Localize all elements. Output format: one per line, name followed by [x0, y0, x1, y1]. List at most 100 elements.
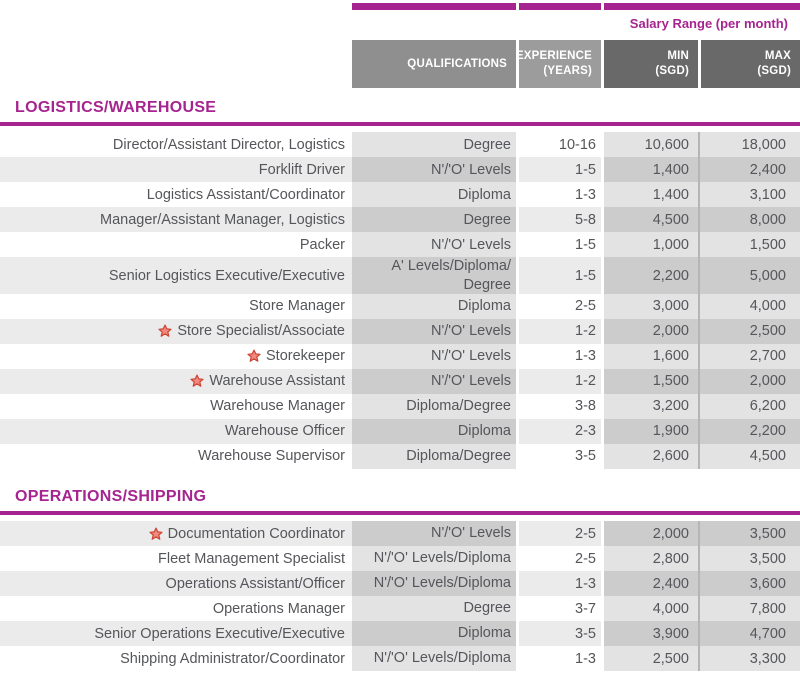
qualification-cell: Diploma/Degree — [352, 443, 516, 469]
min-salary-cell: 1,400 — [604, 182, 700, 208]
experience-cell: 1-5 — [575, 236, 596, 253]
column-gap — [601, 232, 604, 258]
table-row: Store Specialist/Associate N'/'O' Levels 1… — [0, 318, 800, 344]
job-title-cell: Logistics Assistant/Coordinator — [0, 182, 352, 207]
max-salary-cell: 2,700 — [700, 343, 800, 369]
table-row: Fleet Management Specialist N'/'O' Levels… — [0, 546, 800, 572]
table-row: Warehouse Manager Diploma/Degree 3-8 3,200 6… — [0, 393, 800, 419]
job-title-text: Senior Logistics Executive/Executive — [108, 267, 345, 284]
qualification-cell: Degree — [352, 207, 516, 233]
qualification-cell: Degree — [352, 132, 516, 158]
table-row: Logistics Assistant/Coordinator Diploma 1-… — [0, 182, 800, 208]
column-gap — [601, 571, 604, 597]
min-salary-cell: 2,500 — [604, 646, 700, 672]
max-salary-cell: 5,000 — [700, 257, 800, 294]
star-icon — [247, 349, 261, 363]
experience-cell: 3-5 — [519, 621, 601, 647]
table-body: Director/Assistant Director, Logistics De… — [0, 132, 800, 469]
experience-cell: 3-7 — [575, 600, 596, 617]
min-salary-cell: 2,600 — [604, 443, 700, 469]
max-salary-cell: 2,000 — [700, 368, 800, 394]
experience-cell: 2-3 — [519, 418, 601, 444]
min-salary-cell: 2,800 — [604, 546, 700, 572]
table-row: Senior Operations Executive/Executive Dip… — [0, 621, 800, 647]
job-title-cell: Manager/Assistant Manager, Logistics — [0, 207, 352, 233]
column-gap — [516, 393, 519, 419]
column-header-experience: EXPERIENCE (YEARS) — [516, 40, 601, 88]
job-title-text: Store Manager — [249, 298, 345, 315]
column-gap — [516, 521, 519, 547]
column-gap — [516, 293, 519, 319]
column-gap — [601, 318, 604, 344]
experience-cell: 2-5 — [575, 550, 596, 567]
column-gap — [516, 418, 519, 444]
section-title: LOGISTICS/WAREHOUSE — [15, 99, 217, 116]
max-salary-cell: 7,800 — [700, 596, 800, 622]
column-gap — [601, 132, 604, 158]
qualification-cell: N'/'O' Levels — [352, 343, 516, 369]
max-salary-cell: 3,500 — [700, 546, 800, 572]
qualification-cell: N'/'O' Levels — [352, 368, 516, 394]
max-salary-cell: 6,200 — [700, 393, 800, 419]
table-row: Storekeeper N'/'O' Levels 1-3 1,600 2,700 — [0, 343, 800, 369]
column-gap — [601, 257, 604, 294]
max-salary-cell: 4,000 — [700, 293, 800, 319]
min-salary-cell: 10,600 — [604, 132, 700, 158]
qualification-cell: N'/'O' Levels/Diploma — [352, 546, 516, 572]
job-title-cell: Shipping Administrator/Coordinator — [0, 646, 352, 671]
job-title-cell: Packer — [0, 232, 352, 257]
top-accent-bar — [352, 3, 800, 10]
qualification-cell: Diploma — [352, 621, 516, 647]
column-gap — [516, 132, 519, 158]
job-title-text: Senior Operations Executive/Executive — [94, 625, 345, 642]
job-title-text: Warehouse Manager — [210, 398, 345, 415]
qualification-cell: Degree — [352, 596, 516, 622]
job-title-cell: Warehouse Assistant — [0, 368, 352, 394]
table-row: Warehouse Officer Diploma 2-3 1,900 2,200 — [0, 418, 800, 444]
job-title-cell: Warehouse Officer — [0, 418, 352, 444]
table-row: Documentation Coordinator N'/'O' Levels 2-… — [0, 521, 800, 547]
job-title-text: Forklift Driver — [258, 161, 345, 178]
table-row: Packer N'/'O' Levels 1-5 1,000 1,500 — [0, 232, 800, 258]
max-salary-cell: 3,300 — [700, 646, 800, 672]
job-title-text: Warehouse Supervisor — [198, 448, 345, 465]
column-gap — [601, 343, 604, 369]
job-title-cell: Documentation Coordinator — [0, 521, 352, 547]
table-row: Shipping Administrator/Coordinator N'/'O'… — [0, 646, 800, 672]
experience-cell: 1-5 — [519, 157, 601, 183]
qualification-cell: N'/'O' Levels — [352, 232, 516, 258]
qualification-cell: N'/'O' Levels/Diploma — [352, 646, 516, 672]
max-salary-cell: 1,500 — [700, 232, 800, 258]
column-gap — [516, 621, 519, 647]
min-salary-cell: 1,500 — [604, 368, 700, 394]
column-gap — [516, 443, 519, 469]
job-title-cell: Warehouse Manager — [0, 394, 352, 419]
experience-cell: 1-3 — [575, 186, 596, 203]
job-title-cell: Store Manager — [0, 294, 352, 319]
column-gap — [516, 368, 519, 394]
job-title-text: Store Specialist/Associate — [177, 323, 345, 340]
experience-cell: 3-5 — [575, 448, 596, 465]
min-salary-cell: 4,000 — [604, 596, 700, 622]
section-operations-shipping: OPERATIONS/SHIPPING Documentation Coordi… — [0, 488, 800, 672]
max-salary-cell: 18,000 — [700, 132, 800, 158]
max-salary-cell: 2,500 — [700, 318, 800, 344]
column-gap — [516, 182, 519, 208]
column-gap — [601, 207, 604, 233]
column-gap — [601, 596, 604, 622]
max-salary-cell: 3,100 — [700, 182, 800, 208]
top-accent-bar-segment — [519, 3, 601, 10]
column-gap — [601, 646, 604, 672]
job-title-text: Warehouse Assistant — [209, 373, 345, 390]
min-salary-cell: 1,900 — [604, 418, 700, 444]
table-row: Senior Logistics Executive/Executive A' L… — [0, 257, 800, 294]
job-title-cell: Forklift Driver — [0, 157, 352, 183]
job-title-text: Operations Manager — [212, 600, 345, 617]
table-row: Operations Assistant/Officer N'/'O' Level… — [0, 571, 800, 597]
experience-cell: 1-3 — [575, 650, 596, 667]
max-salary-cell: 4,700 — [700, 621, 800, 647]
column-gap — [601, 443, 604, 469]
max-salary-cell: 4,500 — [700, 443, 800, 469]
column-gap — [601, 368, 604, 394]
